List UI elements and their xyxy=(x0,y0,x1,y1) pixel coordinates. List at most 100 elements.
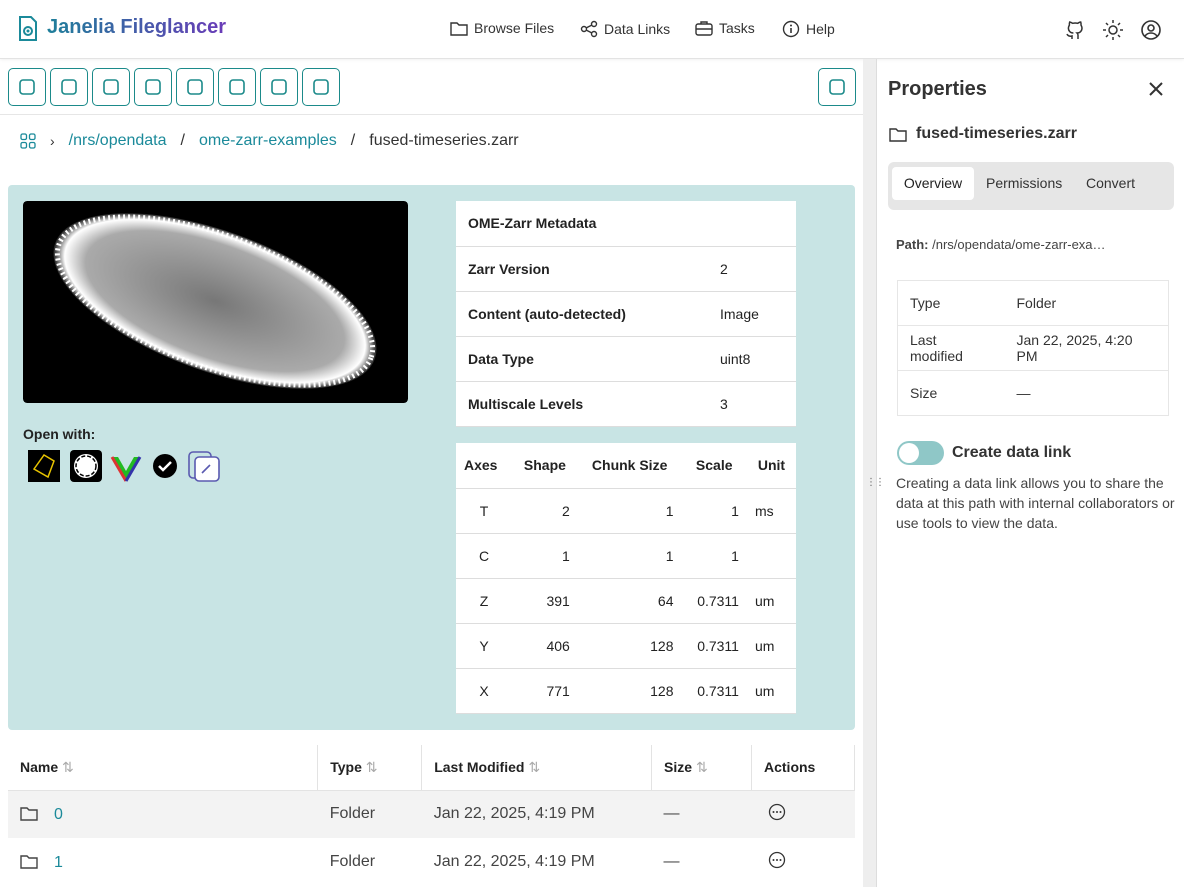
nav-tasks[interactable]: Tasks xyxy=(695,20,755,36)
value: — xyxy=(1004,370,1169,416)
cell: T xyxy=(456,488,513,534)
data-link-text: Creating a data link allows you to share… xyxy=(896,475,1175,531)
file-name[interactable]: 0 xyxy=(54,805,63,823)
toolbar-button[interactable] xyxy=(134,68,172,106)
logo xyxy=(19,16,37,41)
icon xyxy=(229,79,245,95)
breadcrumb: › /nrs/opendata / ome-zarr-examples / fu… xyxy=(20,132,519,150)
row: Z 391 64 0.7311 um xyxy=(456,578,796,624)
cell: Z xyxy=(456,578,513,624)
theme-toggle[interactable] xyxy=(1102,19,1124,41)
header-cell: Axes xyxy=(456,443,513,489)
github-button[interactable] xyxy=(1064,19,1086,41)
data-link-toggle[interactable] xyxy=(897,441,944,465)
icon xyxy=(20,133,36,149)
header-label: Last Modified xyxy=(434,758,525,775)
cell: Jan 22, 2025, 4:19 PM xyxy=(433,805,595,823)
viewer-avivator[interactable] xyxy=(70,450,102,482)
toolbar-button[interactable] xyxy=(8,68,46,106)
actions-cell xyxy=(752,790,855,838)
toolbar-button[interactable] xyxy=(260,68,298,106)
nav-links[interactable]: Data Links xyxy=(580,20,670,38)
value: uint8 xyxy=(708,336,796,382)
row: X 771 128 0.7311 um xyxy=(456,668,796,714)
icon xyxy=(19,79,35,95)
key: Multiscale Levels xyxy=(456,381,708,427)
nav-help[interactable]: Help xyxy=(782,20,835,38)
key: Data Type xyxy=(456,336,708,382)
row: Last modified Jan 22, 2025, 4:20 PM xyxy=(897,325,1169,371)
toolbar-button[interactable] xyxy=(92,68,130,106)
key: Zarr Version xyxy=(456,246,708,292)
header-label: Actions xyxy=(764,759,816,776)
header-row: Axes Shape Chunk Size Scale Unit xyxy=(456,443,796,489)
data-link-title: Create data link xyxy=(952,444,1072,461)
sort-icon[interactable]: ⇅ xyxy=(695,758,708,775)
actions-button[interactable] xyxy=(768,803,786,821)
header-cell[interactable]: Type ⇅ xyxy=(317,745,423,791)
toolbar-button[interactable] xyxy=(176,68,214,106)
actions-cell xyxy=(752,838,855,886)
tab-active[interactable]: Overview xyxy=(892,167,974,200)
header-cell: Shape xyxy=(512,443,578,489)
row: 0 Folder Jan 22, 2025, 4:19 PM — xyxy=(8,790,855,838)
folder-icon xyxy=(20,807,38,821)
close-button[interactable] xyxy=(1149,82,1163,96)
viewer-neuroglancer[interactable] xyxy=(28,450,60,482)
file-name[interactable]: 1 xyxy=(54,853,63,871)
icon xyxy=(450,22,468,36)
toolbar-button[interactable] xyxy=(50,68,88,106)
cell: Folder xyxy=(329,853,376,870)
toolbar-button[interactable] xyxy=(302,68,340,106)
icon xyxy=(782,20,800,38)
cell: 1 xyxy=(512,533,578,579)
nav-browse[interactable]: Browse Files xyxy=(450,20,554,36)
header-cell: Scale xyxy=(681,443,747,489)
sort-icon[interactable]: ⇅ xyxy=(365,758,378,775)
header-cell[interactable]: Name ⇅ xyxy=(8,745,319,791)
viewer-validator[interactable] xyxy=(153,454,177,478)
cell: 406 xyxy=(512,623,578,669)
tab[interactable]: Permissions xyxy=(986,175,1063,191)
tab[interactable]: Convert xyxy=(1086,175,1136,191)
row: Multiscale Levels 3 xyxy=(456,381,796,427)
nav-label: Browse Files xyxy=(474,20,555,36)
sort-icon[interactable]: ⇅ xyxy=(528,758,541,775)
crumb[interactable]: ome-zarr-examples xyxy=(198,132,337,149)
value: 2 xyxy=(708,246,796,292)
app-title[interactable]: Janelia Fileglancer xyxy=(47,16,226,38)
separator: › xyxy=(50,133,55,149)
crumb[interactable]: /nrs/opendata xyxy=(68,132,167,149)
actions-button[interactable] xyxy=(768,851,786,869)
viewer-vizarr[interactable] xyxy=(110,456,142,482)
profile-button[interactable] xyxy=(1140,19,1162,41)
row: T 2 1 1 ms xyxy=(456,488,796,534)
viewer-icons xyxy=(28,450,220,482)
properties-title: Properties xyxy=(888,78,987,100)
icon xyxy=(145,79,161,95)
toolbar-button[interactable] xyxy=(218,68,256,106)
cell xyxy=(746,533,796,579)
toolbar-button[interactable] xyxy=(818,68,856,106)
row: Zarr Version 2 xyxy=(456,246,796,292)
row: OME-Zarr Metadata xyxy=(456,201,796,247)
metadata-table: OME-Zarr Metadata Zarr Version 2 Content (a… xyxy=(456,201,796,427)
cell: Y xyxy=(456,623,513,669)
header-cell: Unit xyxy=(746,443,796,489)
header-label: Size xyxy=(664,758,693,775)
axes-table: Axes Shape Chunk Size Scale Unit T 2 1 1 ms C 1 1 1 Z 3… xyxy=(456,443,796,714)
icon xyxy=(271,79,287,95)
icon xyxy=(313,79,329,95)
header-cell[interactable]: Last Modified ⇅ xyxy=(421,745,653,791)
copy-link[interactable] xyxy=(188,451,220,482)
resize-handle[interactable]: ⋮⋮ xyxy=(863,59,885,887)
cell: um xyxy=(746,623,796,669)
cell: Folder xyxy=(329,805,376,823)
header-cell[interactable]: Size ⇅ xyxy=(651,745,752,791)
cell: ms xyxy=(746,488,796,534)
header-cell: Chunk Size xyxy=(577,443,682,489)
sort-icon[interactable]: ⇅ xyxy=(62,758,74,775)
folder-icon xyxy=(20,854,38,869)
